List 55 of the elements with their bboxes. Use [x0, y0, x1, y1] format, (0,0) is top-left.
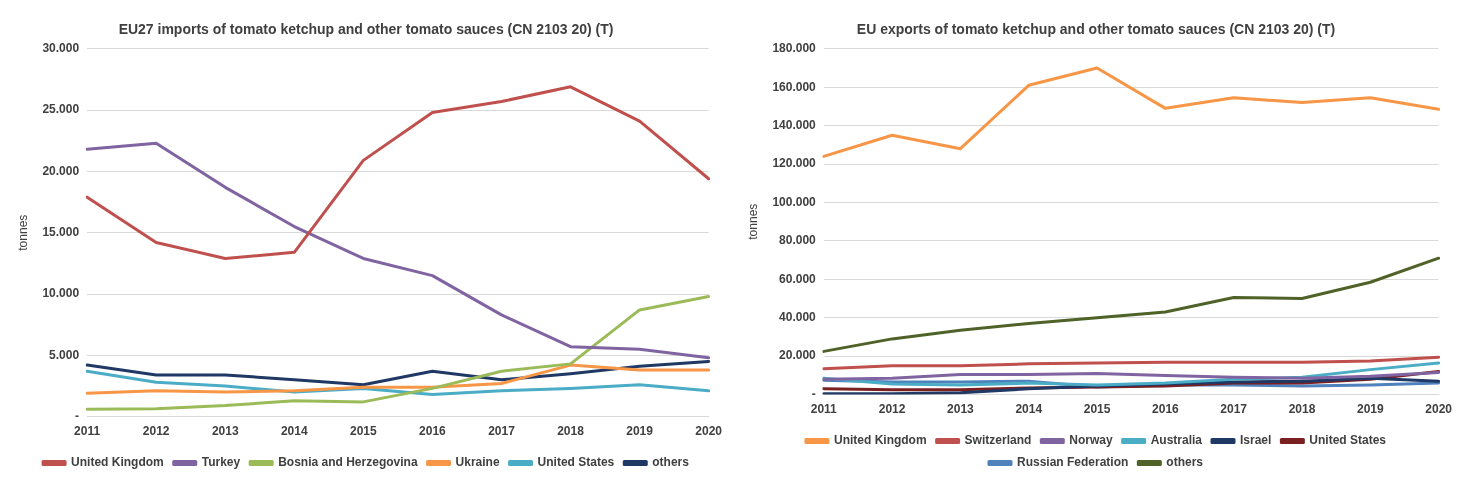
legend-label: others — [1166, 455, 1204, 470]
y-tick-label: 160.000 — [772, 79, 817, 94]
y-tick-label: 25.000 — [42, 102, 80, 117]
y-tick-label: 40.000 — [779, 310, 817, 325]
y-axis-title: tonnes — [15, 214, 30, 251]
legend-label: United Kingdom — [71, 455, 164, 470]
legend-label: others — [652, 455, 690, 470]
x-tick-label: 2013 — [211, 424, 239, 439]
x-tick-label: 2015 — [1083, 402, 1111, 417]
x-tick-label: 2012 — [142, 424, 170, 439]
x-tick-label: 2015 — [350, 424, 378, 439]
y-tick-label: 5.000 — [49, 347, 80, 362]
legend-label: Russian Federation — [1016, 455, 1129, 470]
x-tick-label: 2017 — [488, 424, 516, 439]
y-tick-label: 180.000 — [772, 41, 817, 56]
x-tick-label: 2019 — [1356, 402, 1384, 417]
legend-label: Ukraine — [455, 455, 500, 470]
y-tick-label: 80.000 — [779, 233, 817, 248]
y-tick-label: 20.000 — [779, 348, 817, 363]
legend-label: Bosnia and Herzegovina — [278, 455, 418, 470]
x-tick-label: 2011 — [74, 424, 101, 439]
y-axis-title: tonnes — [745, 203, 760, 240]
legend-label: United Kingdom — [833, 433, 927, 448]
x-tick-label: 2020 — [1425, 402, 1453, 417]
legend-label: Turkey — [201, 455, 241, 470]
x-tick-label: 2019 — [626, 424, 654, 439]
y-tick-label: 15.000 — [42, 225, 80, 240]
y-tick-label: 120.000 — [772, 156, 817, 171]
y-tick-label: 20.000 — [42, 163, 80, 178]
x-tick-label: 2020 — [695, 424, 723, 439]
y-tick-label: 100.000 — [772, 194, 817, 209]
legend-label: United States — [1309, 433, 1387, 448]
x-tick-label: 2016 — [419, 424, 447, 439]
x-tick-label: 2011 — [810, 402, 838, 417]
legend-label: Norway — [1069, 433, 1113, 448]
chart-title: EU27 imports of tomato ketchup and other tomato sauces (CN 2103 20) (T) — [118, 21, 614, 38]
x-tick-label: 2018 — [557, 424, 585, 439]
y-tick-label: - — [75, 408, 80, 423]
legend-label: Switzerland — [964, 433, 1032, 448]
x-tick-label: 2017 — [1220, 402, 1248, 417]
y-tick-label: 60.000 — [779, 271, 817, 286]
x-tick-label: 2013 — [947, 402, 975, 417]
x-tick-label: 2014 — [1015, 402, 1043, 417]
x-tick-label: 2014 — [280, 424, 308, 439]
legend-label: Israel — [1240, 433, 1272, 448]
x-tick-label: 2018 — [1288, 402, 1316, 417]
y-tick-label: 140.000 — [772, 117, 817, 132]
y-tick-label: 10.000 — [42, 286, 80, 301]
y-tick-label: - — [811, 386, 816, 401]
x-tick-label: 2012 — [878, 402, 906, 417]
legend-label: Australia — [1150, 433, 1203, 448]
chart-title: EU exports of tomato ketchup and other tomato sauces (CN 2103 20) (T) — [856, 21, 1336, 38]
x-tick-label: 2016 — [1152, 402, 1180, 417]
y-tick-label: 30.000 — [42, 41, 80, 56]
legend-label: United States — [537, 455, 615, 470]
